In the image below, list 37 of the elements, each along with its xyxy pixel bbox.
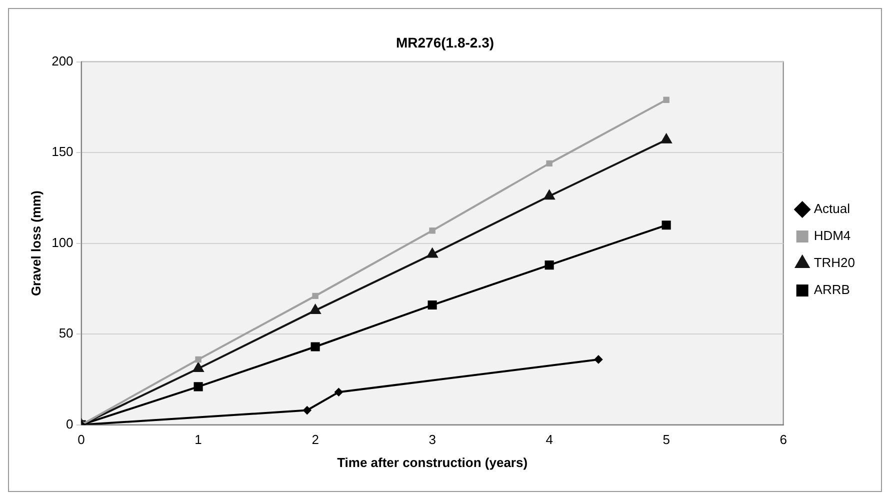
point (663, 96, 670, 104)
x-axis-title: Time after construction (years) (337, 454, 528, 470)
x-tick-label: 3 (428, 432, 436, 448)
y-axis-title: Gravel loss (mm) (28, 190, 44, 296)
point (594, 355, 602, 364)
point (428, 300, 437, 310)
point (660, 134, 672, 144)
y-tick-label: 100 (52, 234, 74, 250)
legend-label: Actual (814, 201, 850, 216)
point (334, 388, 343, 396)
y-tick-label: 50 (58, 326, 74, 341)
x-tick-label: 4 (546, 432, 553, 448)
point (312, 292, 318, 300)
x-tick-label: 1 (194, 432, 202, 448)
point (194, 382, 203, 392)
point (303, 406, 312, 414)
y-tick-label: 0 (66, 416, 74, 432)
x-tick-label: 2 (312, 432, 319, 448)
point (429, 227, 436, 234)
point (192, 362, 204, 372)
chart-title: MR276(1.8-2.3) (396, 34, 494, 50)
legend-label: ARRB (814, 282, 850, 298)
point (546, 160, 552, 167)
legend-label: HDM4 (814, 228, 851, 244)
point (544, 260, 554, 270)
legend-label: TRH20 (814, 255, 856, 270)
point (195, 356, 202, 363)
x-tick-label: 6 (780, 432, 787, 448)
point (310, 304, 321, 314)
y-tick-label: 150 (52, 144, 74, 160)
y-tick-label: 200 (52, 53, 74, 68)
point (662, 220, 671, 230)
x-tick-label: 5 (662, 432, 670, 448)
point (426, 248, 438, 258)
point (310, 342, 320, 352)
x-tick-label: 0 (78, 432, 85, 448)
point (544, 190, 555, 200)
